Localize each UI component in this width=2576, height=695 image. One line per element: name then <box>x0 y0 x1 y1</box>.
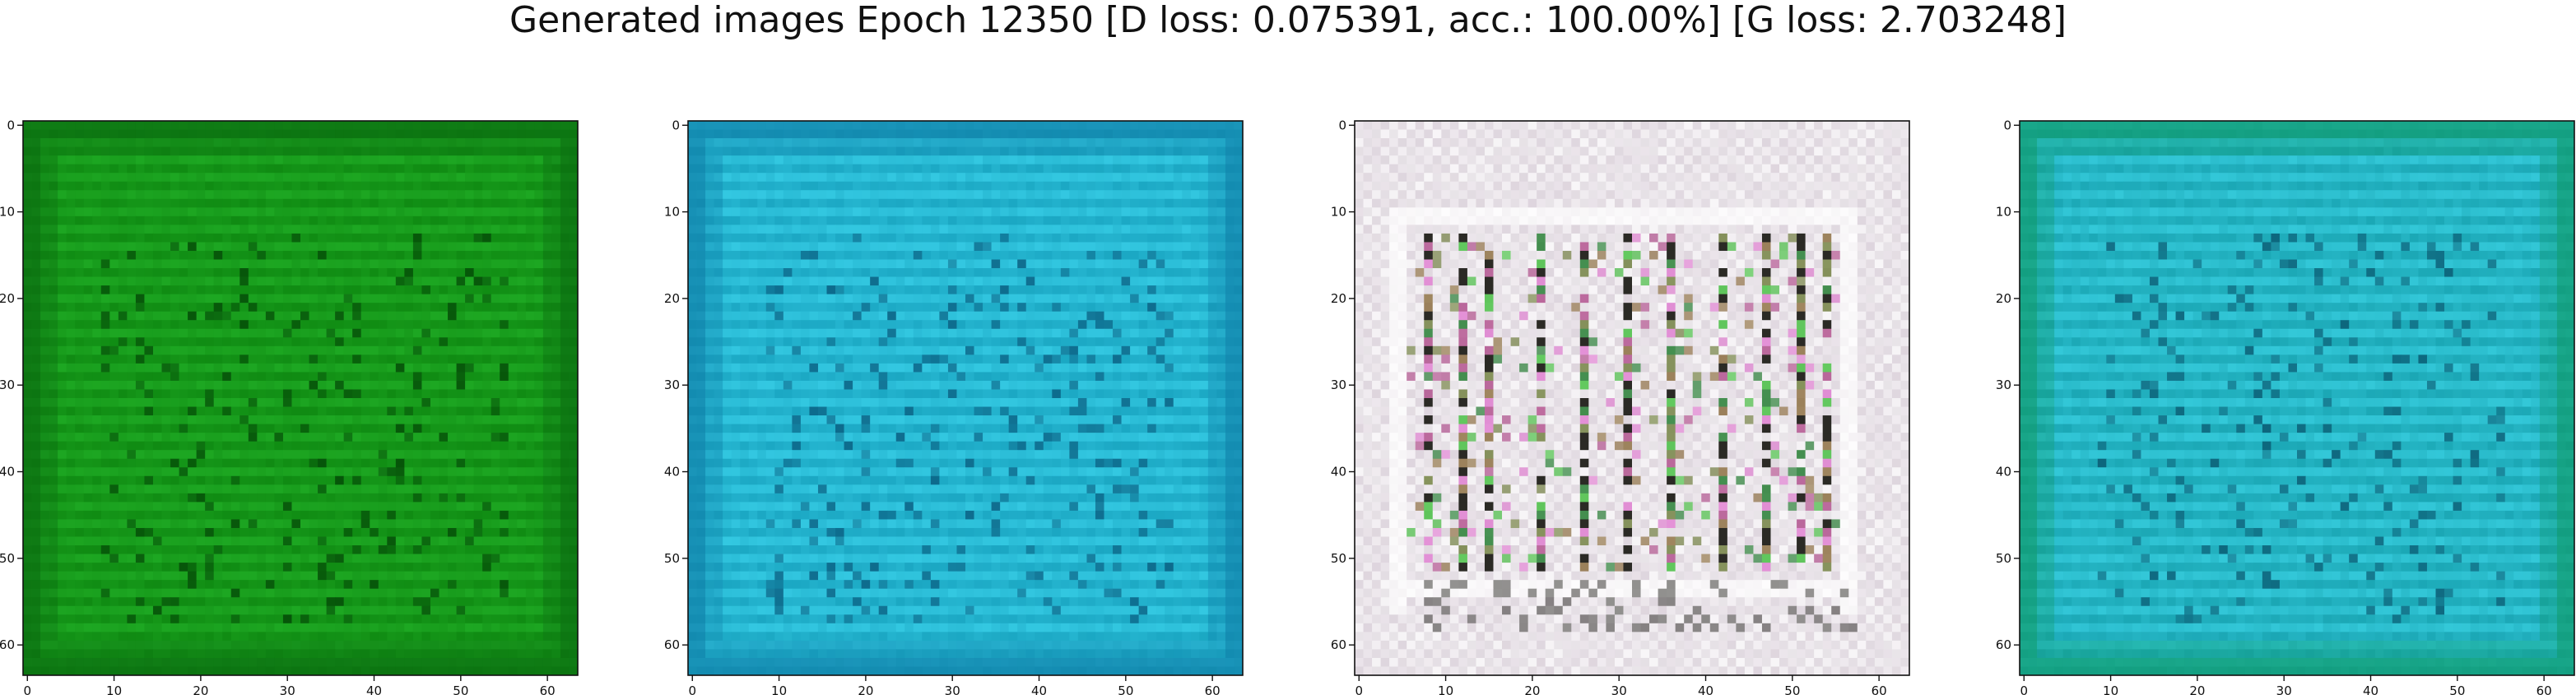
generated-image-4: 0 0 10 10 20 20 30 30 40 40 50 50 60 60 <box>1996 118 2575 695</box>
x-tick-label: 30 <box>1611 683 1627 695</box>
x-tick-label: 60 <box>1205 683 1221 695</box>
y-tick-label: 40 <box>0 465 15 480</box>
x-tick-label: 10 <box>2103 683 2118 695</box>
y-tick-label: 60 <box>1331 637 1346 652</box>
y-tick-label: 10 <box>1996 205 2011 220</box>
y-tick-label: 30 <box>664 378 680 392</box>
image-pixels <box>23 121 579 676</box>
x-tick-label: 20 <box>2189 683 2205 695</box>
x-tick-label: 10 <box>1438 683 1453 695</box>
image-pixels <box>2020 121 2575 676</box>
y-tick-label: 30 <box>1331 378 1346 392</box>
y-tick-label: 20 <box>1996 291 2011 306</box>
x-tick-label: 30 <box>280 683 295 695</box>
image-pixels <box>688 121 1244 676</box>
x-tick-label: 60 <box>540 683 556 695</box>
y-tick-label: 40 <box>1996 465 2011 480</box>
x-tick-label: 20 <box>858 683 873 695</box>
y-tick-label: 20 <box>0 291 15 306</box>
x-tick-label: 20 <box>1524 683 1540 695</box>
y-tick-label: 0 <box>2003 118 2011 132</box>
y-tick-label: 0 <box>7 118 15 132</box>
x-tick-label: 0 <box>2020 683 2028 695</box>
y-tick-label: 60 <box>0 637 15 652</box>
y-tick-label: 0 <box>1338 118 1346 132</box>
y-tick-label: 60 <box>1996 637 2011 652</box>
x-tick-label: 0 <box>688 683 696 695</box>
y-tick-label: 40 <box>664 465 680 480</box>
generated-image-3: 0 0 10 10 20 20 30 30 40 40 50 50 60 60 <box>1331 118 1910 695</box>
generated-image-1: 0 0 10 10 20 20 30 30 40 40 50 50 60 60 <box>0 118 579 695</box>
y-tick-label: 50 <box>664 551 680 566</box>
y-tick-label: 0 <box>672 118 680 132</box>
x-tick-label: 0 <box>23 683 31 695</box>
axes-frame <box>1354 120 1910 676</box>
y-tick-label: 20 <box>1331 291 1346 306</box>
x-tick-label: 20 <box>193 683 208 695</box>
x-tick-label: 40 <box>1698 683 1713 695</box>
x-tick-label: 60 <box>2536 683 2552 695</box>
y-tick-label: 50 <box>1331 551 1346 566</box>
x-tick-label: 60 <box>1872 683 1887 695</box>
x-tick-label: 10 <box>106 683 122 695</box>
x-tick-label: 30 <box>945 683 960 695</box>
y-tick-label: 10 <box>0 205 15 220</box>
x-tick-label: 40 <box>366 683 382 695</box>
x-tick-label: 40 <box>1031 683 1047 695</box>
y-tick-label: 30 <box>0 378 15 392</box>
x-tick-label: 50 <box>1118 683 1133 695</box>
axes-frame <box>687 120 1244 676</box>
y-tick-label: 50 <box>0 551 15 566</box>
x-tick-label: 0 <box>1355 683 1363 695</box>
axes-frame <box>2019 120 2575 676</box>
axes-frame <box>22 120 579 676</box>
x-tick-label: 50 <box>1784 683 1800 695</box>
image-pixels <box>1355 121 1910 676</box>
y-tick-label: 30 <box>1996 378 2011 392</box>
y-tick-label: 50 <box>1996 551 2011 566</box>
y-tick-label: 20 <box>664 291 680 306</box>
figure-title: Generated images Epoch 12350 [D loss: 0.… <box>509 0 2067 41</box>
x-tick-label: 50 <box>2449 683 2465 695</box>
x-tick-label: 30 <box>2276 683 2292 695</box>
y-tick-label: 10 <box>664 205 680 220</box>
x-tick-label: 10 <box>771 683 787 695</box>
x-tick-label: 50 <box>453 683 468 695</box>
x-tick-label: 40 <box>2363 683 2378 695</box>
y-tick-label: 40 <box>1331 465 1346 480</box>
generated-image-2: 0 0 10 10 20 20 30 30 40 40 50 50 60 60 <box>664 118 1244 695</box>
y-tick-label: 60 <box>664 637 680 652</box>
y-tick-label: 10 <box>1331 205 1346 220</box>
